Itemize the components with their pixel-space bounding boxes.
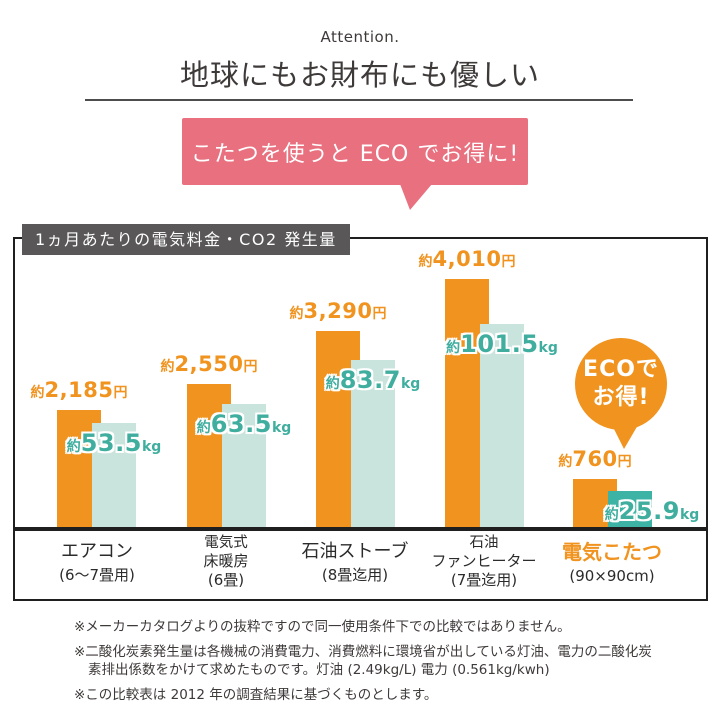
value-label-part: 2,550 [174,352,244,376]
co2-bar [92,423,136,527]
yen-value-label: 約760円 [558,447,631,471]
value-label-part: 約 [66,439,81,455]
eco-badge-line1: ECOで [583,357,659,382]
value-label-part: 約 [418,254,433,270]
category-label: 石油 ファンヒーター (7畳迄用) [404,535,564,590]
value-label-part: kg [271,420,292,436]
footnote: ※二酸化炭素発生量は各機械の消費電力、消費燃料に環境省が出している灯油、電力の二… [74,643,652,679]
value-label-part: kg [538,340,558,356]
yen-value-label: 約2,185円 [31,378,128,402]
value-label-part: 約 [30,385,45,401]
category-label-line: 床暖房 [203,552,249,570]
value-label-part: 83.7 [339,366,401,394]
value-label-part: 4,010 [432,247,502,271]
value-label-part: 25.9 [618,497,680,525]
speech-bubble-text: こたつを使うと ECO でお得に! [190,141,520,167]
footnotes: ※メーカーカタログよりの抜粋ですので同一使用条件下での比較ではありません。 ※二… [74,618,654,711]
co2-bar [608,491,652,527]
chart-plot: ECOで お得! 約2,185円 約53.5kg 約2,550円 約63.5kg 約3,… [15,239,706,599]
title-divider [85,99,633,101]
eco-badge-line2: お得! [592,385,650,410]
category-label-line: (7畳迄用) [450,571,518,589]
x-axis-line [15,527,706,531]
co2-value-label: 約83.7kg [326,366,421,394]
attention-text: Attention. [320,28,400,46]
value-label-part: 約 [196,420,211,436]
category-label-line: 石油ストーブ [301,541,409,562]
value-label-part: 約 [289,306,304,322]
value-label-part: 760 [572,447,618,471]
yen-value-label: 約4,010円 [419,247,516,271]
value-label-part: 約 [160,359,175,375]
value-label-part: kg [400,376,421,392]
value-label-part: 円 [243,359,258,375]
co2-bar [480,324,524,527]
chart-title-badge: 1ヵ月あたりの電気料金・CO2 発生量 [22,224,350,255]
value-label-part: 円 [501,254,516,270]
value-label-part: kg [679,507,700,523]
yen-value-label: 約3,290円 [290,299,387,323]
value-label-part: 円 [113,385,128,401]
category-label-line: (90×90cm) [569,567,655,585]
footnote: ※メーカーカタログよりの抜粋ですので同一使用条件下での比較ではありません。 [74,619,571,635]
co2-value-label: 約63.5kg [197,410,292,438]
value-label-part: 約 [325,376,340,392]
category-label-line: (6畳) [207,571,245,589]
co2-bar [351,360,395,527]
yen-value-label: 約2,550円 [161,352,258,376]
chart-panel: ECOで お得! 約2,185円 約53.5kg 約2,550円 約63.5kg 約3,… [13,237,708,601]
speech-bubble-tail [400,184,432,210]
eco-badge-tail [612,425,638,449]
co2-bar [222,404,266,527]
category-label-line: 電気式 [204,535,248,551]
co2-value-label: 約53.5kg [67,429,162,457]
category-label-line: 電気こたつ [562,540,662,564]
category-label-line: エアコン [61,541,133,562]
category-label: 石油ストーブ (8畳迄用) [275,540,435,586]
value-label-part: kg [141,439,162,455]
value-label-part: 63.5 [210,410,272,438]
category-label: 電気式 床暖房 (6畳) [146,535,306,590]
value-label-part: 3,290 [303,299,373,323]
category-label-line: ファンヒーター [431,552,537,570]
footnote: ※この比較表は 2012 年の調査結果に基づくものとします。 [74,686,438,703]
category-label: 電気こたつ (90×90cm) [532,539,692,587]
value-label-part: 円 [617,454,632,470]
value-label-part: 101.5 [460,330,539,358]
co2-value-label: 約101.5kg [446,330,558,358]
value-label-part: 約 [558,454,573,470]
category-label-line: (6〜7畳用) [59,566,135,584]
co2-value-label: 約25.9kg [605,497,700,525]
page-title: 地球にもお財布にも優しい [179,58,540,92]
speech-bubble: こたつを使うと ECO でお得に! [182,118,528,185]
category-label-line: (8畳迄用) [321,566,389,584]
category-label: エアコン (6〜7畳用) [17,540,177,586]
value-label-part: 円 [372,306,387,322]
value-label-part: 約 [604,507,619,523]
value-label-part: 2,185 [44,378,114,402]
eco-badge: ECOで お得! [575,338,667,430]
value-label-part: 53.5 [80,429,142,457]
category-label-line: 石油 [469,535,499,551]
value-label-part: 約 [446,340,461,356]
